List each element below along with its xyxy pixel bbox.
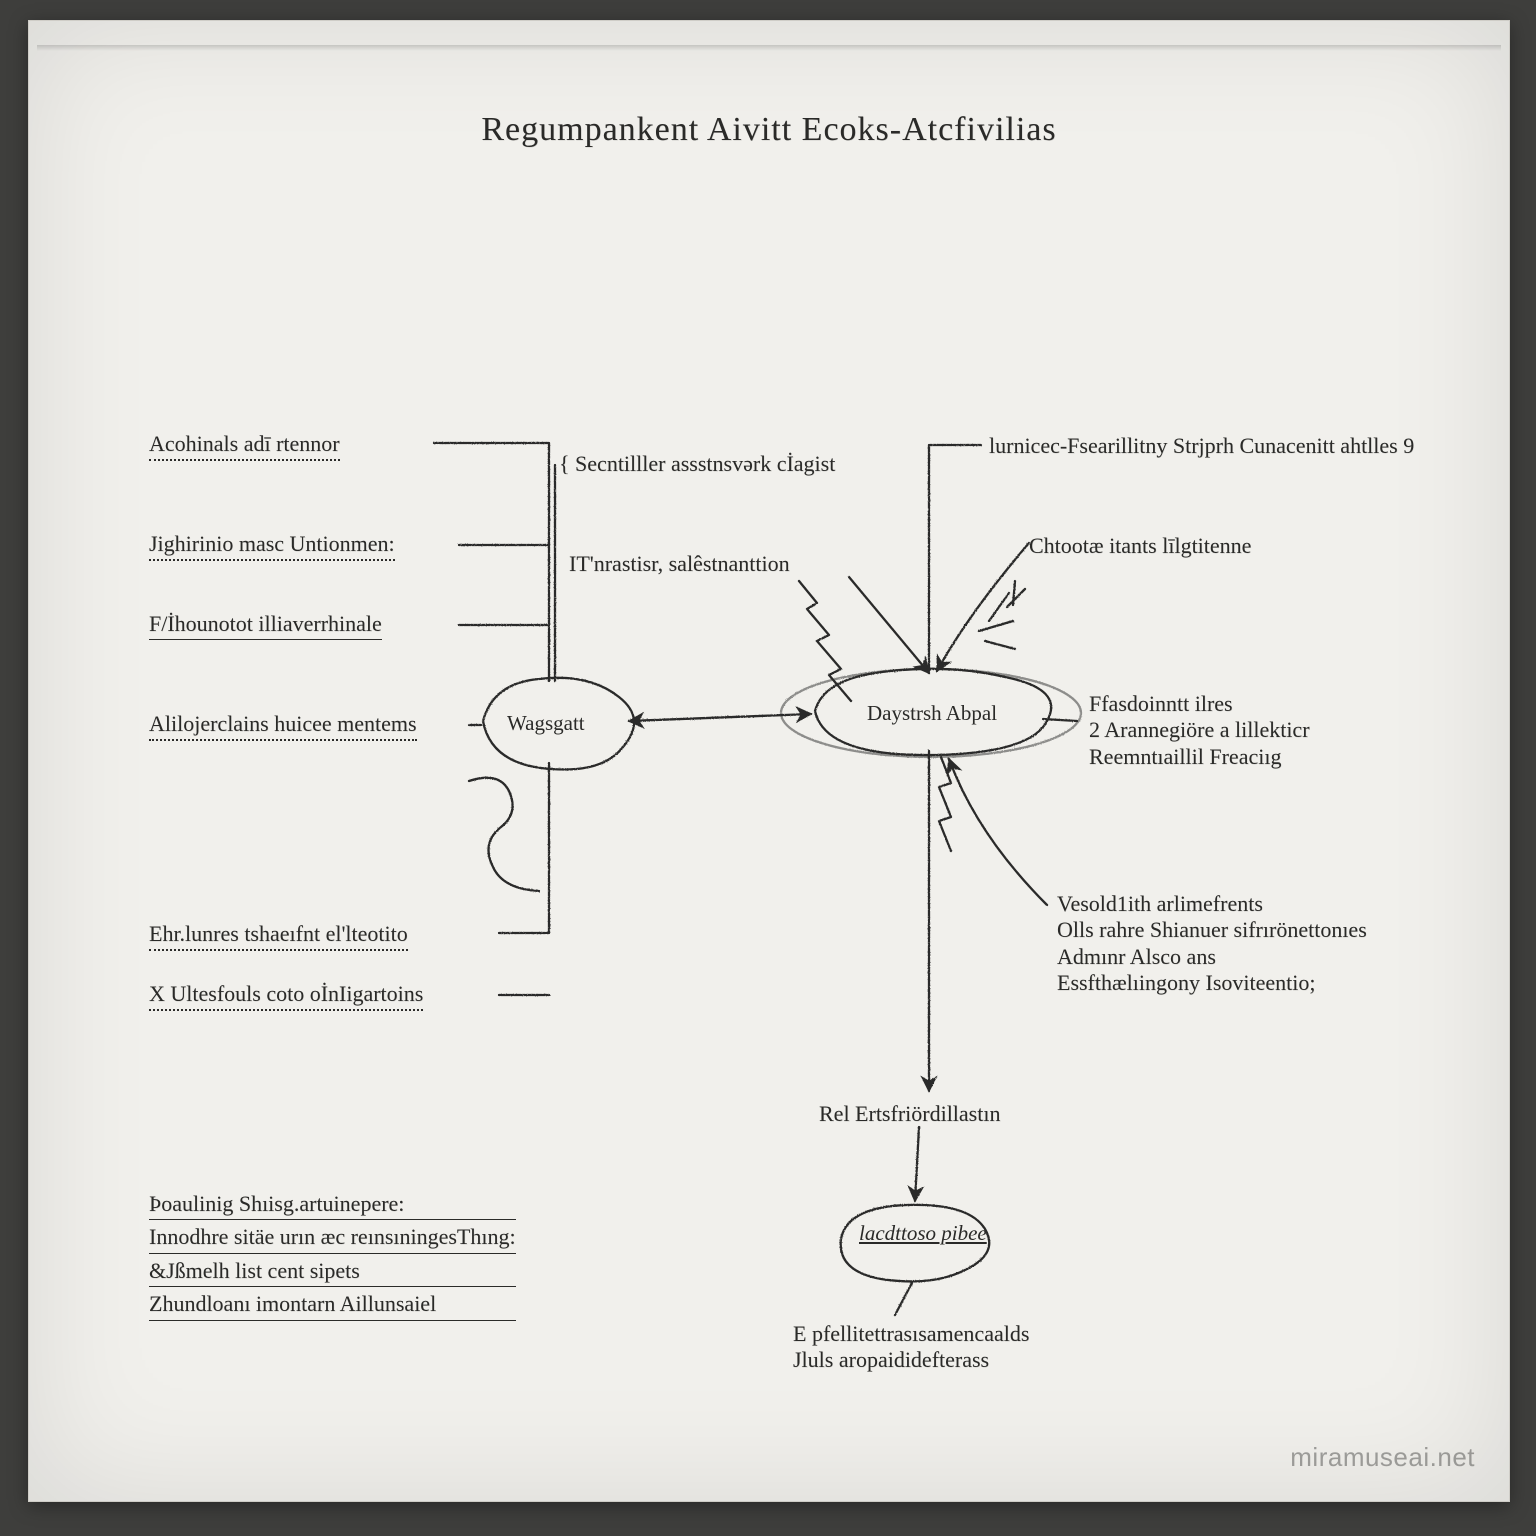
center-item-1: { Secntilller assstnsvərk cİagist xyxy=(559,451,835,477)
right-item-2: Chtootæ itants līlgtitenne xyxy=(1029,533,1251,559)
scribble-icon xyxy=(469,778,539,891)
right-item-3: Ffasdoinntt ilres 2 Arannegiöre a lillek… xyxy=(1089,691,1310,770)
page-title: Regumpankent Aivitt Ecoks-Atcfivilias xyxy=(29,111,1509,149)
left-item-7: Þoaulinig Shıisg.artuinepere: Innodhre s… xyxy=(149,1191,516,1325)
lower-item-1: Rel Ertsfriördillastın xyxy=(819,1101,1000,1127)
left-item-4: Alilojerclains huicee mentems xyxy=(149,711,417,745)
right-item-4: Vesold1ith arlimefrents Olls rahre Shian… xyxy=(1057,891,1367,997)
watermark: miramuseai.net xyxy=(1290,1442,1475,1473)
left-item-3: F/İhounotot illiaverrhinale xyxy=(149,611,382,644)
central-left-label: Wagsgatt xyxy=(507,711,585,736)
right-item-1: lurnicec-Fsearillitny Strjprh Cunacenitt… xyxy=(989,433,1414,459)
central-lower-label: lacdttoso pibee xyxy=(859,1221,987,1246)
lower-item-2: E pfellitettrasısamencaalds Jluls aropai… xyxy=(793,1321,1029,1374)
left-item-6: X Ultesfouls coto oİnIigartoins xyxy=(149,981,423,1015)
left-item-1: Acohinals adī rtennor xyxy=(149,431,340,465)
lightning-icon xyxy=(799,581,851,701)
left-item-2: Jighirinio masc Untionmen: xyxy=(149,531,395,565)
central-right-label: Daystrsh Abpal xyxy=(867,701,997,726)
left-item-5: Ehr.lunres tshaeıfnt el'lteotito xyxy=(149,921,408,955)
spark-icon xyxy=(979,581,1025,649)
center-item-2: IT'nrastisr, salêstnanttion xyxy=(569,551,790,577)
whiteboard-page: Regumpankent Aivitt Ecoks-Atcfivilias Wa… xyxy=(28,20,1510,1502)
lightning-icon xyxy=(939,757,951,851)
